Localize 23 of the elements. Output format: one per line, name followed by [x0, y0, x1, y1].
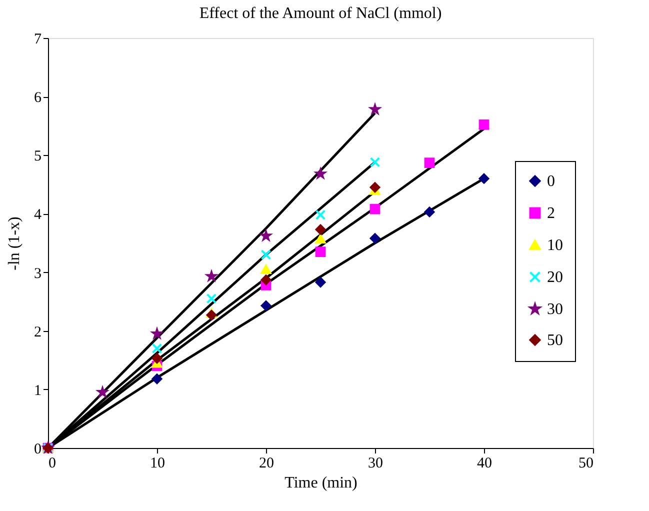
y-tick-label: 2: [34, 324, 42, 340]
legend-label: 30: [547, 301, 563, 318]
y-tick-label: 4: [34, 207, 42, 224]
x-tick-label: 20: [259, 456, 274, 472]
legend-label: 50: [547, 332, 563, 349]
x-tick-label: 30: [368, 456, 383, 472]
x-tick-label: 0: [48, 456, 56, 472]
x-tick-label: 10: [150, 456, 165, 472]
y-tick-label: 6: [34, 90, 42, 106]
y-tick-label: 7: [34, 32, 42, 48]
y-tick-label: 0: [34, 442, 42, 458]
legend-label: 10: [547, 237, 563, 254]
y-tick-label: 3: [34, 266, 42, 282]
y-tick-label: 5: [34, 148, 42, 165]
x-axis-title: Time (min): [284, 474, 358, 492]
y-tick-label: 1: [34, 382, 42, 399]
chart-title: Effect of the Amount of NaCl (mmol): [199, 5, 442, 22]
x-tick-label: 50: [578, 456, 594, 472]
legend-label: 0: [547, 173, 555, 190]
x-tick-label: 40: [477, 456, 492, 472]
legend-label: 20: [547, 269, 563, 286]
y-axis-title: -ln (1-x): [6, 216, 23, 270]
legend-label: 2: [547, 205, 555, 222]
